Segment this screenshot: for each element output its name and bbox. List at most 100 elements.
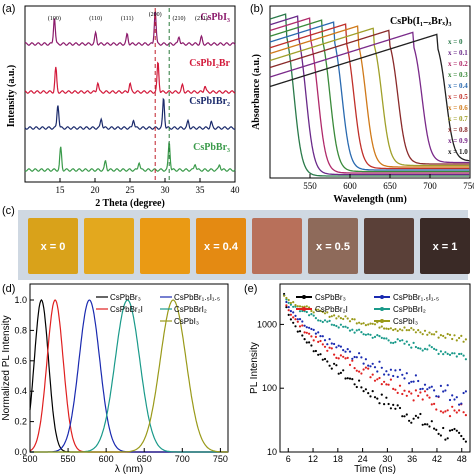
trpl-point-4	[292, 301, 295, 304]
trpl-point-1	[287, 309, 290, 312]
trpl-point-3	[364, 333, 367, 336]
trpl-point-4	[394, 328, 397, 331]
trpl-point-2	[321, 335, 324, 338]
trpl-point-3	[453, 352, 456, 355]
trpl-point-4	[408, 329, 411, 332]
trpl-point-2	[367, 364, 370, 367]
trpl-point-2	[308, 326, 311, 329]
trpl-point-2	[371, 362, 374, 365]
panel-d-xlabel: λ (nm)	[115, 464, 143, 474]
trpl-point-0	[389, 407, 392, 410]
trpl-point-4	[344, 315, 347, 318]
panel-d-yticks: 0.0 0.2 0.4 0.6 0.8 1.0	[14, 295, 34, 457]
panel-e-letter: (e)	[244, 283, 257, 295]
trpl-point-4	[383, 327, 386, 330]
trpl-point-2	[383, 373, 386, 376]
trpl-point-3	[389, 341, 392, 344]
absorbance-x-label-9: x = 0.9	[448, 137, 468, 145]
absorbance-x-label-4: x = 0.4	[448, 82, 468, 90]
trpl-point-2	[362, 362, 365, 365]
xrd-curve-1	[24, 61, 236, 94]
trpl-xtick-label-1: 12	[308, 454, 318, 464]
trpl-point-1	[423, 390, 427, 393]
absorbance-x-label-7: x = 0.7	[448, 115, 468, 123]
trpl-point-0	[444, 438, 447, 441]
trpl-point-0	[346, 377, 349, 380]
trpl-point-2	[312, 328, 315, 331]
trpl-point-2	[433, 389, 436, 392]
trpl-point-0	[439, 434, 442, 437]
absorbance-x-label-1: x = 0.1	[448, 49, 468, 57]
absorbance-xtick-label-4: 750	[463, 181, 474, 191]
trpl-point-0	[446, 437, 449, 440]
absorbance-x-label-8: x = 0.8	[448, 126, 468, 134]
trpl-point-2	[292, 311, 295, 314]
trpl-point-0	[396, 404, 399, 407]
absorbance-curve-1	[269, 15, 470, 176]
trpl-point-4	[310, 309, 313, 313]
panel-e-xticks: 6 12 18 24 30 36 42 48	[286, 448, 467, 464]
trpl-point-1	[371, 373, 374, 376]
xrd-curve-0	[24, 11, 236, 46]
sample-tile-label-0: x = 0	[41, 241, 66, 253]
trpl-point-0	[351, 378, 354, 381]
trpl-point-0	[323, 357, 327, 361]
sample-tile-label-3: x = 1	[433, 241, 458, 253]
trpl-point-0	[335, 364, 338, 367]
absorbance-x-label-0: x = 0	[448, 38, 463, 46]
trpl-point-3	[458, 352, 461, 356]
trpl-point-3	[414, 345, 417, 349]
trpl-point-4	[283, 294, 286, 297]
trpl-point-3	[289, 303, 292, 306]
trpl-point-0	[414, 414, 417, 417]
trpl-point-1	[405, 394, 408, 397]
trpl-point-0	[296, 330, 299, 333]
trpl-point-2	[353, 355, 356, 359]
trpl-point-0	[462, 437, 465, 441]
trpl-point-3	[448, 353, 452, 356]
sample-tile-4	[252, 218, 302, 274]
trpl-point-3	[387, 339, 390, 342]
trpl-point-3	[398, 339, 402, 342]
trpl-point-2	[387, 373, 390, 376]
trpl-point-4	[458, 336, 461, 340]
trpl-point-4	[287, 298, 290, 302]
trpl-point-1	[448, 415, 452, 418]
trpl-point-3	[358, 328, 361, 331]
xrd-xtick-label-3: 30	[161, 185, 171, 195]
trpl-point-3	[439, 350, 442, 353]
trpl-point-1	[346, 356, 349, 359]
trpl-point-3	[360, 331, 363, 334]
trpl-point-3	[346, 326, 349, 329]
trpl-point-3	[319, 319, 322, 322]
trpl-point-3	[353, 331, 356, 334]
trpl-point-0	[321, 358, 324, 361]
trpl-legend-marker-2	[380, 295, 384, 299]
trpl-point-4	[326, 311, 329, 314]
trpl-point-0	[298, 330, 302, 333]
trpl-point-0	[460, 434, 463, 438]
trpl-point-3	[437, 352, 440, 355]
sample-tile-label-2: x = 0.5	[316, 241, 350, 253]
trpl-point-1	[378, 376, 381, 380]
trpl-point-1	[410, 392, 413, 395]
trpl-point-3	[330, 323, 333, 326]
trpl-point-2	[460, 402, 463, 405]
trpl-point-1	[392, 387, 395, 390]
panel-b-curves	[269, 13, 470, 177]
trpl-point-1	[342, 355, 345, 358]
pl-legend-label-0: CsPbBr₃	[110, 293, 141, 302]
panel-b-legend-title: CsPb(I₁₋ₓBrₓ)₃	[390, 16, 451, 27]
trpl-point-4	[426, 333, 429, 336]
panel-b-xlabel: Wavelength (nm)	[333, 194, 407, 205]
trpl-point-3	[412, 341, 415, 344]
trpl-point-2	[314, 332, 317, 335]
trpl-point-2	[419, 388, 422, 391]
absorbance-xtick-label-1: 600	[343, 181, 357, 191]
trpl-point-0	[394, 407, 397, 410]
trpl-point-4	[360, 322, 363, 325]
xrd-curve-3	[24, 142, 236, 172]
trpl-point-3	[462, 354, 465, 357]
trpl-point-3	[417, 347, 420, 350]
